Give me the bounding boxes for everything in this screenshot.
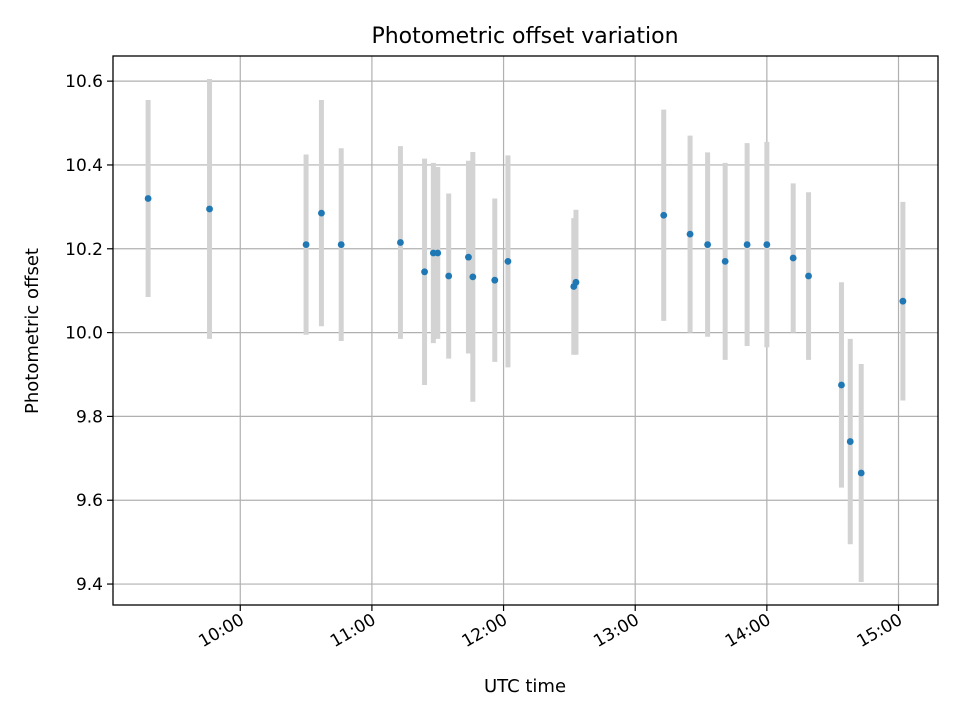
y-tick-label: 9.4 [76, 575, 103, 595]
data-point [704, 241, 712, 248]
data-point [572, 278, 580, 286]
data-point [504, 257, 512, 265]
data-point [789, 254, 797, 262]
x-tick-label: 11:00 [327, 610, 379, 652]
data-point [899, 297, 907, 305]
errorbars [145, 79, 906, 582]
data-point [302, 241, 310, 248]
x-tick-label: 15:00 [854, 610, 906, 652]
chart-title: Photometric offset variation [371, 24, 678, 49]
data-point [318, 209, 325, 217]
data-point [805, 272, 812, 280]
axis-ticks: 10:00 11:00 12:00 13:00 14:00 15:00 9.4 9.6 9.8 1… [65, 72, 906, 652]
y-tick-label: 10.6 [65, 72, 103, 92]
data-point [465, 253, 472, 261]
x-tick-label: 12:00 [459, 610, 511, 652]
x-tick-label: 14:00 [722, 610, 774, 652]
data-point [144, 195, 152, 202]
x-axis-label: UTC time [484, 676, 566, 697]
data-point [686, 230, 694, 238]
y-tick-label: 10.4 [65, 156, 103, 176]
data-point [721, 257, 729, 265]
y-tick-label: 10.2 [65, 240, 103, 260]
plot-frame [112, 55, 939, 606]
data-point [421, 268, 428, 276]
y-tick-label: 9.6 [76, 491, 103, 511]
data-point [763, 241, 771, 248]
data-point [838, 381, 845, 389]
data-point [434, 249, 442, 257]
data-point [491, 276, 499, 284]
x-tick-label: 10:00 [195, 610, 247, 652]
data-point [397, 239, 404, 246]
data-points [144, 195, 907, 477]
grid [113, 56, 938, 605]
data-point [445, 272, 453, 280]
data-point [337, 241, 345, 248]
data-point [743, 241, 751, 248]
data-point [469, 273, 477, 281]
y-tick-label: 10.0 [65, 324, 103, 344]
data-point [206, 205, 213, 213]
x-tick-label: 13:00 [590, 610, 642, 652]
data-point [660, 211, 668, 219]
y-tick-label: 9.8 [76, 407, 103, 427]
data-point [846, 438, 854, 445]
y-axis-label: Photometric offset [22, 248, 43, 414]
data-point [857, 469, 865, 477]
